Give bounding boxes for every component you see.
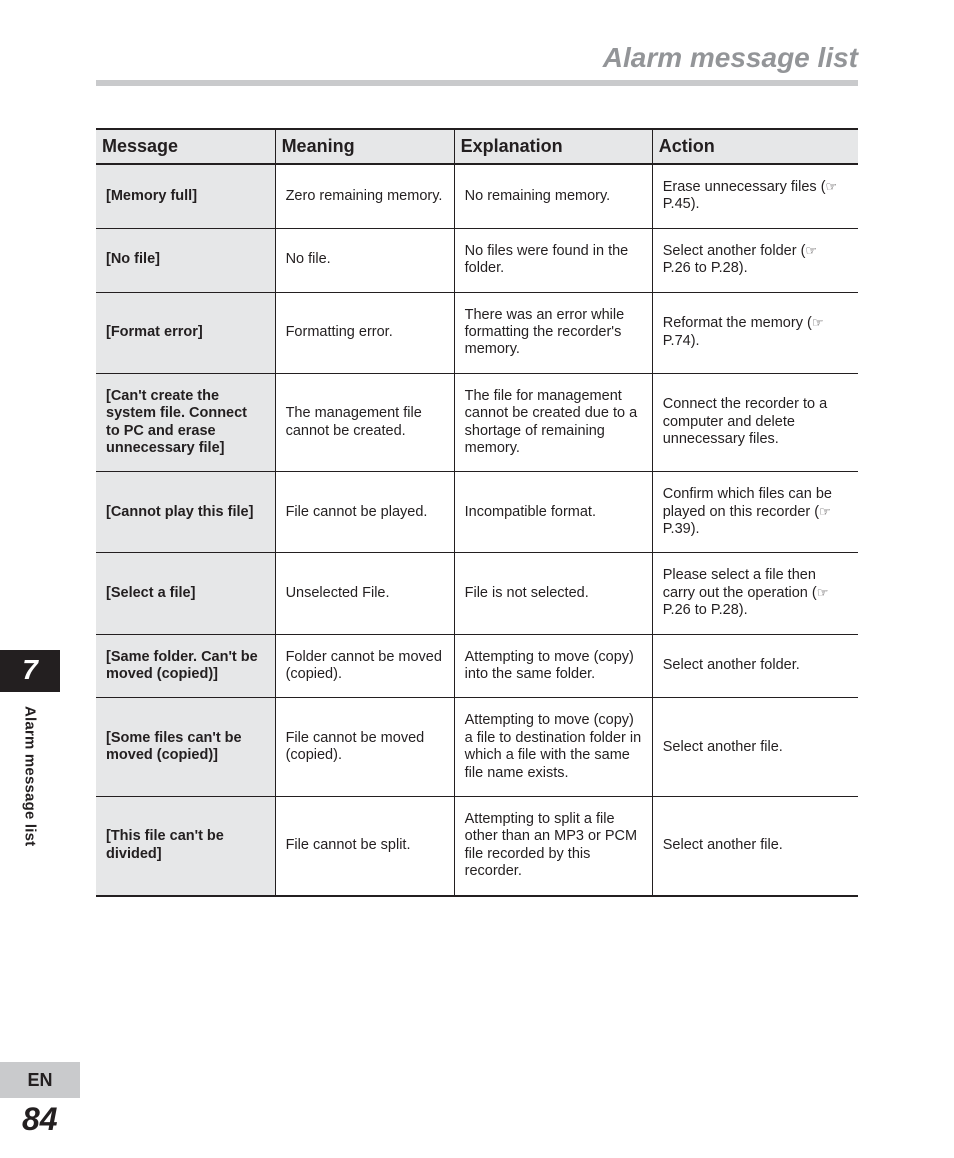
chapter-number: 7: [0, 650, 60, 692]
cell-message: [Some files can't be moved (copied)]: [96, 698, 275, 797]
table-row: [Some files can't be moved (copied)]File…: [96, 698, 858, 797]
cell-message: [Memory full]: [96, 164, 275, 228]
cell-message: [No file]: [96, 228, 275, 292]
action-text-pre: Reformat the memory (: [663, 315, 812, 331]
cell-action: Select another folder (☞ P.26 to P.28).: [652, 228, 858, 292]
cell-explanation: There was an error while formatting the …: [454, 292, 652, 373]
table-row: [Cannot play this file]File cannot be pl…: [96, 472, 858, 553]
col-action: Action: [652, 129, 858, 164]
cell-meaning: Formatting error.: [275, 292, 454, 373]
header-rule: [96, 80, 858, 86]
table-row: [This file can't be divided]File cannot …: [96, 796, 858, 895]
reference-icon: ☞: [812, 315, 824, 330]
cell-meaning: Unselected File.: [275, 553, 454, 634]
cell-message: [Select a file]: [96, 553, 275, 634]
col-explanation: Explanation: [454, 129, 652, 164]
chapter-tab: 7 Alarm message list: [0, 650, 60, 846]
cell-explanation: No remaining memory.: [454, 164, 652, 228]
col-meaning: Meaning: [275, 129, 454, 164]
page-title: Alarm message list: [603, 42, 858, 74]
reference-icon: ☞: [805, 243, 817, 258]
table-row: [Memory full]Zero remaining memory.No re…: [96, 164, 858, 228]
action-text-pre: Please select a file then carry out the …: [663, 567, 817, 600]
cell-action: Select another file.: [652, 796, 858, 895]
action-text-pre: Erase unnecessary files (: [663, 179, 826, 195]
cell-action: Select another folder.: [652, 634, 858, 698]
action-text-pre: Select another file.: [663, 739, 783, 755]
reference-icon: ☞: [826, 179, 838, 194]
action-text-post: P.45).: [663, 196, 700, 212]
action-text-pre: Select another file.: [663, 837, 783, 853]
language-tab: EN: [0, 1062, 80, 1098]
section-label: Alarm message list: [22, 706, 39, 846]
action-text-pre: Connect the recorder to a computer and d…: [663, 396, 827, 447]
action-text-post: P.26 to P.28).: [663, 260, 748, 276]
action-text-pre: Confirm which files can be played on thi…: [663, 486, 832, 519]
cell-explanation: Attempting to move (copy) a file to dest…: [454, 698, 652, 797]
cell-meaning: File cannot be split.: [275, 796, 454, 895]
cell-explanation: Attempting to move (copy) into the same …: [454, 634, 652, 698]
action-text-post: P.26 to P.28).: [663, 602, 748, 618]
cell-explanation: Incompatible format.: [454, 472, 652, 553]
reference-icon: ☞: [819, 504, 831, 519]
reference-icon: ☞: [817, 585, 829, 600]
table-row: [No file]No file.No files were found in …: [96, 228, 858, 292]
cell-meaning: File cannot be played.: [275, 472, 454, 553]
page-number: 84: [22, 1101, 58, 1138]
action-text-pre: Select another folder (: [663, 243, 806, 259]
cell-action: Connect the recorder to a computer and d…: [652, 373, 858, 472]
table-header-row: Message Meaning Explanation Action: [96, 129, 858, 164]
cell-message: [Same folder. Can't be moved (copied)]: [96, 634, 275, 698]
cell-action: Select another file.: [652, 698, 858, 797]
cell-message: [Format error]: [96, 292, 275, 373]
action-text-post: P.74).: [663, 333, 700, 349]
action-text-pre: Select another folder.: [663, 657, 800, 673]
cell-meaning: File cannot be moved (copied).: [275, 698, 454, 797]
cell-explanation: No files were found in the folder.: [454, 228, 652, 292]
cell-explanation: Attempting to split a file other than an…: [454, 796, 652, 895]
cell-meaning: Zero remaining memory.: [275, 164, 454, 228]
cell-message: [Can't create the system file. Connect t…: [96, 373, 275, 472]
table-row: [Can't create the system file. Connect t…: [96, 373, 858, 472]
cell-meaning: The management file cannot be created.: [275, 373, 454, 472]
cell-explanation: File is not selected.: [454, 553, 652, 634]
cell-action: Confirm which files can be played on thi…: [652, 472, 858, 553]
cell-action: Reformat the memory (☞ P.74).: [652, 292, 858, 373]
table-row: [Select a file]Unselected File.File is n…: [96, 553, 858, 634]
table-row: [Same folder. Can't be moved (copied)]Fo…: [96, 634, 858, 698]
table-row: [Format error]Formatting error.There was…: [96, 292, 858, 373]
action-text-post: P.39).: [663, 521, 700, 537]
cell-explanation: The file for management cannot be create…: [454, 373, 652, 472]
cell-meaning: Folder cannot be moved (copied).: [275, 634, 454, 698]
alarm-message-table: Message Meaning Explanation Action [Memo…: [96, 128, 858, 897]
col-message: Message: [96, 129, 275, 164]
cell-action: Please select a file then carry out the …: [652, 553, 858, 634]
cell-meaning: No file.: [275, 228, 454, 292]
cell-message: [Cannot play this file]: [96, 472, 275, 553]
cell-action: Erase unnecessary files (☞ P.45).: [652, 164, 858, 228]
cell-message: [This file can't be divided]: [96, 796, 275, 895]
